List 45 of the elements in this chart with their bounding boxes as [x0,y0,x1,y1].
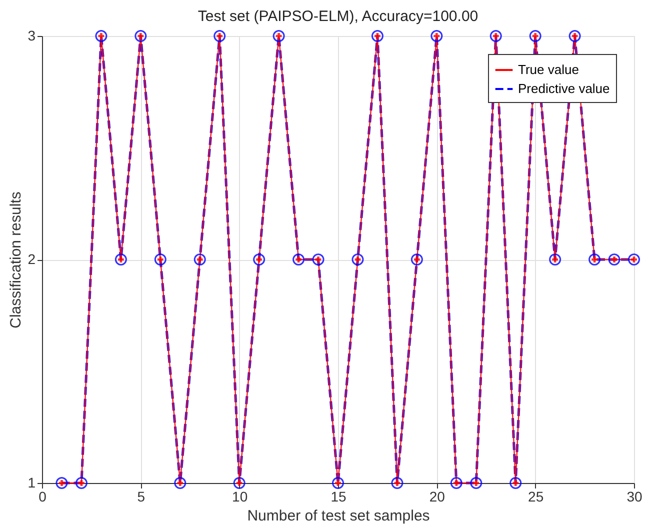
x-tick-label: 15 [330,488,346,504]
point [95,30,108,42]
point [510,477,522,489]
point [608,254,620,266]
point [352,254,364,266]
y-tick-label: 3 [28,28,36,44]
x-tick-label: 25 [528,488,544,504]
point [450,477,462,489]
point [529,30,542,42]
point [194,254,206,266]
point [134,30,147,42]
point [154,254,166,266]
point [75,477,88,489]
x-tick-label: 10 [232,488,248,504]
point [174,477,186,489]
point [430,30,443,42]
point [292,254,305,266]
point [470,477,482,489]
point [549,254,562,266]
point [214,30,226,42]
x-axis-title: Number of test set samples [247,508,430,524]
point [410,254,423,266]
point [371,30,384,42]
chart-title: Test set (PAIPSO-ELM), Accuracy=100.00 [198,8,478,25]
y-tick-label: 2 [28,251,36,267]
point [490,30,502,42]
point [391,477,404,489]
x-tick-label: 5 [137,488,146,504]
legend-label: Predictive value [518,81,610,96]
x-tick-label: 20 [429,488,446,504]
point [233,477,246,489]
y-tick-label: 1 [28,474,36,490]
point [628,254,640,266]
point [588,254,601,266]
point [332,477,344,489]
point [56,477,68,489]
y-axis-title: Classification results [8,192,25,328]
x-tick-label: 0 [38,488,47,504]
legend-label: True value [518,62,579,77]
point [253,254,266,266]
point [312,254,324,266]
x-tick-label: 30 [626,488,642,504]
point [272,30,285,42]
point [114,254,127,266]
point [568,30,581,42]
